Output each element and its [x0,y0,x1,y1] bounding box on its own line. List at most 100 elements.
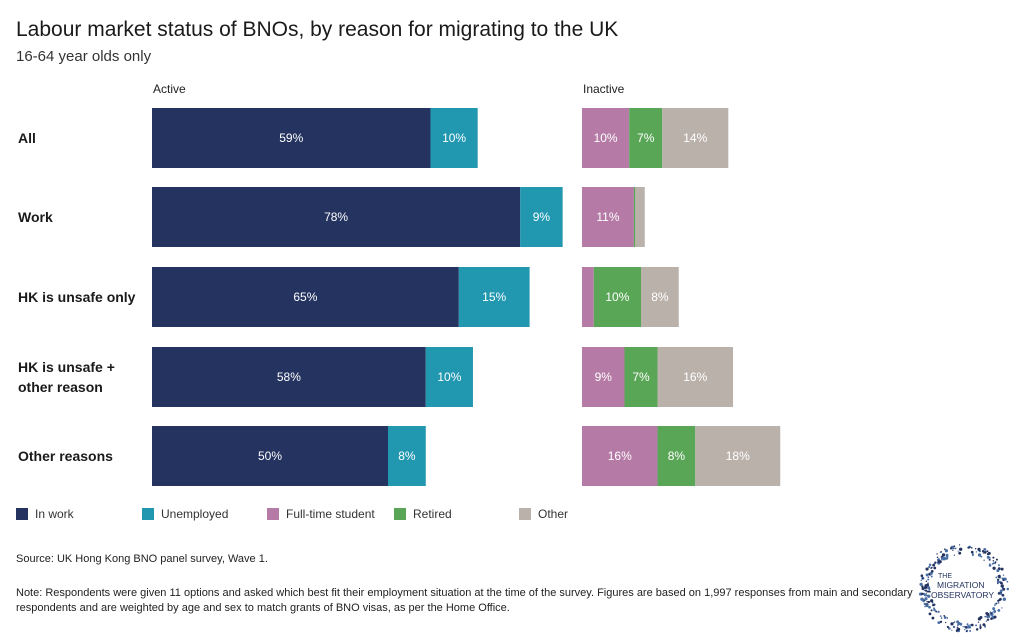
data-label-work-in-work: 78% [324,210,348,224]
legend-swatch-full-time-student [267,508,279,520]
logo-dot [958,551,962,555]
logo-dot [952,625,956,629]
logo-dot [994,603,996,605]
logo-dot [928,596,930,599]
logo-dot [920,579,922,582]
logo-dot [958,544,961,546]
logo-dot [963,626,966,628]
bar-hk-is-unsafe-only-in-work [152,267,459,327]
logo-dot [931,602,934,604]
chart-title: Labour market status of BNOs, by reason … [16,18,619,41]
legend-label-unemployed: Unemployed [161,507,229,521]
logo-dot [980,555,983,558]
logo-dot [951,629,953,631]
legend-swatch-retired [394,508,406,520]
logo-dot [969,624,972,626]
category-label-hk-is-unsafe-only: HK is unsafe only [18,289,136,305]
bar-work-other [635,187,645,247]
data-label-all-full-time-student: 10% [594,131,618,145]
logo-dot [957,550,959,552]
logo-dot [958,630,961,632]
logo-dot [999,592,1003,596]
logo-dot [986,618,990,621]
legend-item-full-time-student: Full-time student [267,507,375,521]
logo-dot [944,548,946,550]
logo-dot [925,592,927,594]
logo-dot [984,615,987,618]
data-label-hk-is-unsafe-only-other: 8% [651,290,669,304]
logo-dot [934,561,937,564]
bar-chart: All 59% 10% 10% 7% 14% Work 78% 9% 11% HK is unsaf… [18,108,781,486]
chart-subtitle: 16-64 year olds only [16,48,152,65]
logo-dot [1000,567,1004,571]
legend-label-other: Other [538,507,569,521]
category-label-all: All [18,130,36,146]
data-label-other-reasons-other: 18% [726,449,750,463]
logo-dot [937,621,941,625]
category-label-other-reasons: Other reasons [18,448,113,464]
logo-dot [997,601,1000,604]
logo-dot [985,620,988,622]
logo-dot [945,553,949,557]
note-text: Note: Respondents were given 11 options … [16,587,913,614]
migration-observatory-logo: THE MIGRATION OBSERVATORY [919,544,1010,633]
logo-dot [948,627,951,630]
logo-dot [995,558,998,561]
logo-dot [987,551,991,555]
bar-other-reasons-retired [657,426,696,486]
bar-all-retired [629,108,663,168]
logo-dot [997,609,1001,612]
logo-dot [939,620,943,624]
logo-dot [977,547,981,552]
source-text: Source: UK Hong Kong BNO panel survey, W… [16,553,268,565]
data-label-hk-is-unsafe-only-retired: 10% [605,290,629,304]
logo-dot [953,554,956,556]
logo-dot [943,615,946,617]
logo-dot-ring [919,544,1010,633]
logo-dot [992,562,995,565]
logo-dot [970,550,974,554]
logo-dot [930,567,932,569]
data-label-hk-is-unsafe-other-reason-in-work: 58% [277,370,301,384]
logo-dot [996,569,1000,573]
logo-dot [977,621,980,623]
logo-dot [967,546,970,549]
logo-dot [992,559,995,562]
bar-work-unemployed [520,187,563,247]
logo-dot [939,615,942,617]
logo-dot [969,630,972,632]
logo-dot [995,602,998,605]
legend-label-full-time-student: Full-time student [286,507,375,521]
logo-dot [941,557,945,561]
logo-dot [986,555,990,559]
bar-other-reasons-in-work [152,426,388,486]
logo-dot [994,604,996,607]
logo-dot [1001,582,1003,585]
logo-dot [933,603,936,606]
logo-dot [989,611,992,614]
logo-dot [945,557,948,560]
logo-dot [983,550,987,554]
logo-dot [922,600,925,603]
logo-dot [929,571,933,575]
logo-dot [944,559,946,561]
logo-dot [950,622,954,626]
data-label-all-in-work: 59% [279,131,303,145]
logo-dot [992,607,996,611]
logo-dot [943,616,947,619]
legend-item-other: Other [519,507,568,521]
logo-dot [991,611,994,613]
logo-dot [953,621,955,624]
data-label-other-reasons-unemployed: 8% [398,449,416,463]
logo-dot [1002,574,1005,576]
logo-dot [986,612,990,616]
logo-dot [990,617,993,621]
legend-swatch-in-work [16,508,28,520]
logo-dot [1001,607,1003,609]
logo-dot [983,559,985,561]
logo-dot [995,576,998,579]
logo-dot [993,609,997,613]
logo-dot [937,563,939,565]
logo-dot [923,602,926,605]
legend-swatch-unemployed [142,508,154,520]
